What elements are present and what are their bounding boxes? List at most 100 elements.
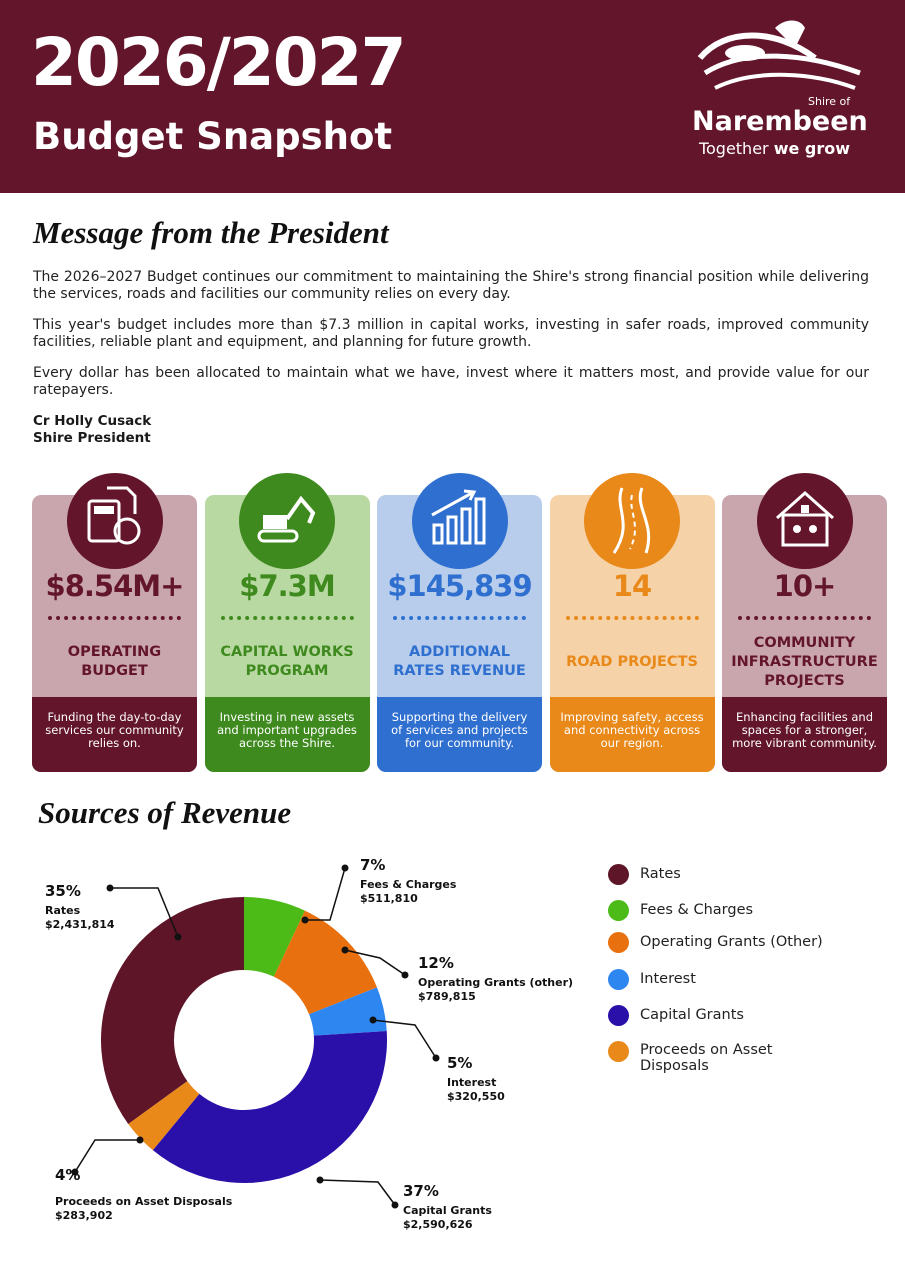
callout-dot xyxy=(391,1201,399,1209)
stat-description: Funding the day-to-day services our comm… xyxy=(32,697,197,772)
callout-line xyxy=(305,867,346,921)
stat-value: $8.54M+ xyxy=(45,569,185,603)
callout-dot xyxy=(316,1176,324,1184)
signature-name: Cr Holly Cusack xyxy=(33,413,152,429)
callout-amount: $283,902 xyxy=(55,1209,113,1222)
icon-graphic xyxy=(257,495,316,543)
callout-dot xyxy=(341,864,349,872)
legend-swatch xyxy=(608,1041,629,1062)
donut-slice xyxy=(101,897,244,1125)
callout-name: Rates xyxy=(45,904,81,917)
legend-label: Operating Grants (Other) xyxy=(640,934,823,950)
logo-shire-of: Shire of xyxy=(808,95,851,108)
message-heading: Message from the President xyxy=(33,215,389,250)
callout-percent: 7% xyxy=(360,856,385,874)
paragraph: Every dollar has been allocated to maint… xyxy=(33,365,869,398)
callout-amount: $2,431,814 xyxy=(45,918,115,931)
legend-swatch xyxy=(608,1005,629,1026)
donut-chart: 35% Rates$2,431,814 7% Fees & Charges$511,8… xyxy=(45,856,573,1231)
stat-value: 14 xyxy=(612,569,652,603)
callout-dot xyxy=(106,884,114,892)
paragraph: This year's budget includes more than $7… xyxy=(33,317,869,350)
stat-label: OPERATING BUDGET xyxy=(67,644,162,679)
callout-percent: 5% xyxy=(447,1054,472,1072)
icon-graphic xyxy=(612,487,651,554)
callout-name: Operating Grants (other) xyxy=(418,976,573,989)
callout-line xyxy=(344,949,406,976)
callout-dot xyxy=(432,1054,440,1062)
dotted-rule xyxy=(393,616,526,620)
stat-label: ADDITIONAL RATES REVENUE xyxy=(393,644,526,679)
legend-label: Proceeds on Asset Disposals xyxy=(640,1042,773,1074)
header-title: Budget Snapshot xyxy=(33,115,393,158)
stat-label: CAPITAL WORKS PROGRAM xyxy=(220,644,354,679)
callout-percent: 35% xyxy=(45,882,81,900)
legend-swatch xyxy=(608,864,629,885)
callout-percent: 4% xyxy=(55,1166,80,1184)
stat-card: 10+ COMMUNITY INFRASTRUCTURE PROJECTS Enha… xyxy=(722,495,887,772)
logo-tagline: Together we grow xyxy=(692,139,857,158)
logo-name: Narembeen xyxy=(692,106,868,137)
stat-icon xyxy=(584,473,680,569)
revenue-heading: Sources of Revenue xyxy=(38,795,292,830)
signature: Cr Holly Cusack Shire President xyxy=(33,413,151,447)
callout-name: Capital Grants xyxy=(403,1204,492,1217)
legend-swatch xyxy=(608,932,629,953)
paragraph: The 2026–2027 Budget continues our commi… xyxy=(33,269,869,302)
stat-label: COMMUNITY INFRASTRUCTURE PROJECTS xyxy=(731,634,878,689)
dotted-rule xyxy=(220,616,354,620)
callout-name: Proceeds on Asset Disposals xyxy=(55,1195,233,1208)
donut-slice xyxy=(309,987,387,1036)
donut-slice xyxy=(273,910,377,1015)
stat-icon xyxy=(66,473,163,569)
stat-icon xyxy=(239,473,335,569)
callout-name: Interest xyxy=(447,1076,496,1089)
callout-percent: 12% xyxy=(418,954,454,972)
callout-line xyxy=(319,1179,396,1206)
stat-description: Improving safety, access and connectivit… xyxy=(549,697,715,772)
callout-dot xyxy=(71,1168,79,1176)
donut-slice xyxy=(244,897,305,977)
callout-dot xyxy=(401,971,409,979)
legend-label: Fees & Charges xyxy=(640,902,754,918)
dotted-rule xyxy=(48,616,181,620)
stat-value: $7.3M xyxy=(239,569,335,603)
stat-description: Investing in new assets and important up… xyxy=(204,697,370,772)
callout-dot xyxy=(369,1016,377,1024)
callout-amount: $2,590,626 xyxy=(403,1218,473,1231)
callout-name: Fees & Charges xyxy=(360,878,457,891)
legend-swatch xyxy=(608,969,629,990)
callout-line xyxy=(372,1019,437,1059)
donut-slice xyxy=(128,1081,200,1151)
callout-dot xyxy=(341,946,349,954)
callout-amount: $511,810 xyxy=(360,892,418,905)
header-year: 2026/2027 xyxy=(31,24,406,101)
stat-icon xyxy=(411,473,508,569)
tagline-bold: we grow xyxy=(773,139,851,158)
callout-amount: $320,550 xyxy=(447,1090,505,1103)
icon-graphic xyxy=(775,490,834,547)
stat-value: $145,839 xyxy=(387,569,532,603)
dotted-rule xyxy=(738,616,871,620)
header-band xyxy=(0,0,905,193)
stat-value: 10+ xyxy=(773,569,837,603)
donut-slice xyxy=(152,1031,388,1183)
callout-dot xyxy=(174,933,182,941)
dotted-rule xyxy=(565,616,699,620)
signature-role: Shire President xyxy=(33,430,151,446)
logo-graphic xyxy=(697,20,861,90)
tagline-plain: Together xyxy=(698,139,769,158)
callout-line xyxy=(74,1139,140,1173)
stat-icon xyxy=(756,473,853,569)
callout-line xyxy=(110,887,179,938)
icon-graphic xyxy=(430,489,485,545)
stat-description: Enhancing facilities and spaces for a st… xyxy=(722,697,887,772)
stat-card: $145,839 ADDITIONAL RATES REVENUE Supporti… xyxy=(377,495,542,772)
icon-graphic xyxy=(87,486,140,545)
callout-percent: 37% xyxy=(403,1182,439,1200)
legend-label: Capital Grants xyxy=(640,1007,744,1023)
callout-dot xyxy=(136,1136,144,1144)
legend-label: Interest xyxy=(640,971,696,987)
stat-label: ROAD PROJECTS xyxy=(566,653,698,670)
